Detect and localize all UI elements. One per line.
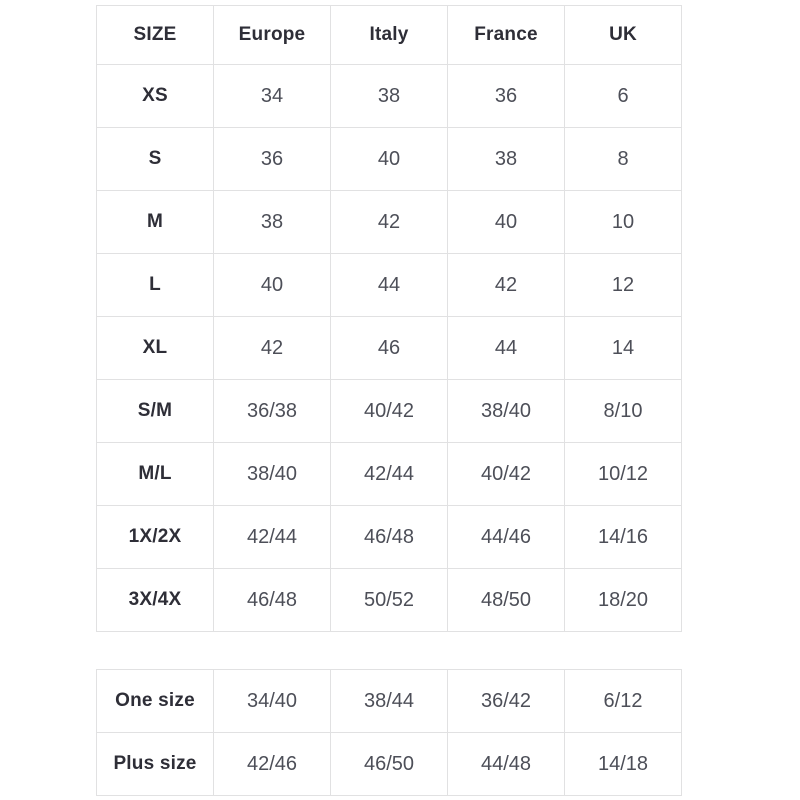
size-label-cell: XL [96, 316, 214, 380]
size-value-cell: 44/48 [447, 732, 565, 796]
size-value-cell: 14/16 [564, 505, 682, 569]
size-value-cell: 42 [447, 253, 565, 317]
size-value-cell: 34 [213, 64, 331, 128]
size-value-cell: 10/12 [564, 442, 682, 506]
size-value-cell: 44 [330, 253, 448, 317]
table-row: XL 42 46 44 14 [96, 316, 682, 380]
size-value-cell: 36/42 [447, 669, 565, 733]
size-value-cell: 36 [213, 127, 331, 191]
header-cell-europe: Europe [213, 5, 331, 65]
size-value-cell: 36 [447, 64, 565, 128]
size-label-cell: S [96, 127, 214, 191]
one-size-table: One size 34/40 38/44 36/42 6/12 Plus size 42/4… [96, 669, 682, 796]
one-size-table-body: One size 34/40 38/44 36/42 6/12 Plus size 42/4… [96, 669, 682, 796]
size-value-cell: 40 [447, 190, 565, 254]
size-value-cell: 6/12 [564, 669, 682, 733]
size-value-cell: 38/40 [447, 379, 565, 443]
size-label-cell: M/L [96, 442, 214, 506]
header-row: SIZE Europe Italy France UK [96, 5, 682, 65]
size-value-cell: 14/18 [564, 732, 682, 796]
size-value-cell: 42/44 [330, 442, 448, 506]
table-row: M 38 42 40 10 [96, 190, 682, 254]
size-value-cell: 40/42 [330, 379, 448, 443]
header-cell-italy: Italy [330, 5, 448, 65]
table-row: One size 34/40 38/44 36/42 6/12 [96, 669, 682, 733]
header-cell-uk: UK [564, 5, 682, 65]
size-value-cell: 38 [330, 64, 448, 128]
size-value-cell: 8 [564, 127, 682, 191]
size-label-cell: L [96, 253, 214, 317]
size-value-cell: 44/46 [447, 505, 565, 569]
header-cell-size: SIZE [96, 5, 214, 65]
size-value-cell: 6 [564, 64, 682, 128]
table-row: M/L 38/40 42/44 40/42 10/12 [96, 442, 682, 506]
table-row: 1X/2X 42/44 46/48 44/46 14/16 [96, 505, 682, 569]
size-value-cell: 38 [213, 190, 331, 254]
size-conversion-table-header: SIZE Europe Italy France UK [96, 5, 682, 65]
size-label-cell: Plus size [96, 732, 214, 796]
size-value-cell: 8/10 [564, 379, 682, 443]
size-value-cell: 46/50 [330, 732, 448, 796]
size-conversion-table-body: XS 34 38 36 6 S 36 40 38 8 M 38 42 40 10 L 40 44 42 12 XL 42 4… [96, 64, 682, 632]
size-chart: SIZE Europe Italy France UK XS 34 38 36 6 S 36… [96, 5, 682, 796]
size-value-cell: 34/40 [213, 669, 331, 733]
size-value-cell: 42 [213, 316, 331, 380]
size-label-cell: XS [96, 64, 214, 128]
header-cell-france: France [447, 5, 565, 65]
size-value-cell: 42/44 [213, 505, 331, 569]
size-value-cell: 10 [564, 190, 682, 254]
size-label-cell: One size [96, 669, 214, 733]
size-label-cell: 3X/4X [96, 568, 214, 632]
size-value-cell: 38/44 [330, 669, 448, 733]
size-value-cell: 12 [564, 253, 682, 317]
size-value-cell: 18/20 [564, 568, 682, 632]
size-value-cell: 50/52 [330, 568, 448, 632]
size-value-cell: 38 [447, 127, 565, 191]
table-row: Plus size 42/46 46/50 44/48 14/18 [96, 732, 682, 796]
size-value-cell: 48/50 [447, 568, 565, 632]
size-conversion-table: SIZE Europe Italy France UK XS 34 38 36 6 S 36… [96, 5, 682, 632]
size-value-cell: 42/46 [213, 732, 331, 796]
table-row: L 40 44 42 12 [96, 253, 682, 317]
size-label-cell: S/M [96, 379, 214, 443]
size-label-cell: 1X/2X [96, 505, 214, 569]
size-value-cell: 40/42 [447, 442, 565, 506]
size-value-cell: 46 [330, 316, 448, 380]
size-label-cell: M [96, 190, 214, 254]
table-row: S/M 36/38 40/42 38/40 8/10 [96, 379, 682, 443]
table-row: 3X/4X 46/48 50/52 48/50 18/20 [96, 568, 682, 632]
size-value-cell: 46/48 [213, 568, 331, 632]
size-value-cell: 40 [213, 253, 331, 317]
size-value-cell: 40 [330, 127, 448, 191]
size-value-cell: 42 [330, 190, 448, 254]
size-value-cell: 14 [564, 316, 682, 380]
size-value-cell: 36/38 [213, 379, 331, 443]
table-row: XS 34 38 36 6 [96, 64, 682, 128]
size-value-cell: 44 [447, 316, 565, 380]
size-value-cell: 38/40 [213, 442, 331, 506]
table-row: S 36 40 38 8 [96, 127, 682, 191]
size-value-cell: 46/48 [330, 505, 448, 569]
